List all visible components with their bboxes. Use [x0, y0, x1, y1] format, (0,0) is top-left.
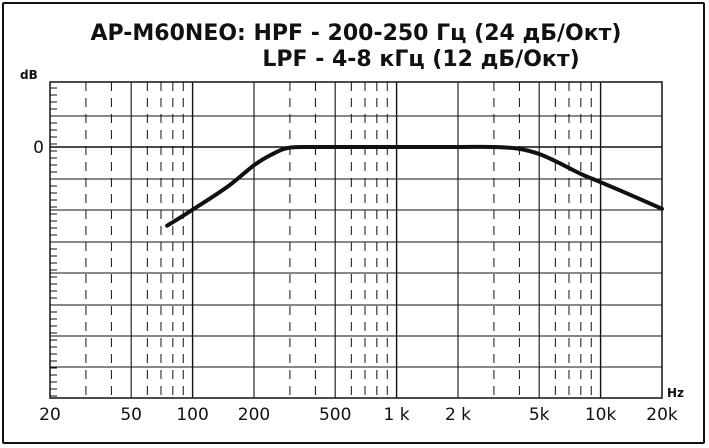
plot-area-border: [49, 81, 663, 399]
grid: [50, 82, 662, 398]
y-axis-label: dB: [20, 68, 38, 82]
x-tick-label: 20: [39, 405, 61, 425]
x-tick-label: 1 k: [384, 405, 410, 425]
x-axis-label: Hz: [667, 386, 684, 400]
chart-title: AP-M60NEO: HPF - 200-250 Гц (24 дБ/Окт): [91, 21, 622, 46]
x-tick-label: 10k: [585, 405, 617, 425]
x-tick-label: 2 k: [445, 405, 471, 425]
x-tick-label: 100: [176, 405, 208, 425]
chart-frame: [2, 2, 705, 444]
chart-subtitle: LPF - 4-8 кГц (12 дБ/Окт): [262, 47, 579, 72]
x-tick-label: 5k: [529, 405, 550, 425]
x-tick-label: 200: [238, 405, 270, 425]
y-tick-label: 0: [33, 138, 44, 158]
y-ticks: 0: [33, 138, 44, 158]
frequency-response-curve: [165, 144, 664, 228]
x-tick-label: 50: [120, 405, 142, 425]
x-tick-label: 500: [319, 405, 351, 425]
x-tick-label: 20k: [646, 405, 678, 425]
x-ticks: 20 50 100 200 500 1 k 2 k 5k 10k 20k: [39, 405, 678, 425]
